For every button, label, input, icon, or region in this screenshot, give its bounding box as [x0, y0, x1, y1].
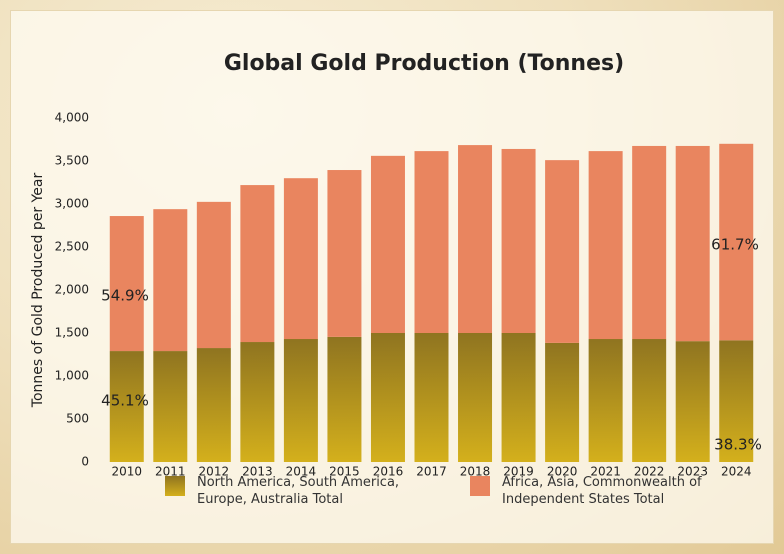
legend-label: Africa, Asia, Commonwealth of Independen… — [502, 474, 730, 508]
bar — [240, 342, 274, 462]
legend-swatch — [165, 476, 185, 496]
y-tick-label: 3,500 — [55, 154, 89, 168]
bar — [153, 209, 187, 351]
bar — [545, 160, 579, 343]
y-tick-label: 3,000 — [55, 197, 89, 211]
chart-title: Global Gold Production (Tonnes) — [224, 51, 624, 76]
page: Global Gold Production (Tonnes) Tonnes o… — [0, 0, 784, 554]
y-tick-label: 2,500 — [55, 240, 89, 254]
chart: Global Gold Production (Tonnes) Tonnes o… — [0, 0, 784, 554]
annotation: 38.3% — [714, 436, 762, 454]
bar — [458, 333, 492, 462]
legend-item: Africa, Asia, Commonwealth of Independen… — [470, 474, 730, 508]
annotation: 45.1% — [101, 392, 149, 410]
bar — [502, 333, 536, 462]
bar — [371, 333, 405, 462]
bar — [589, 151, 623, 339]
y-tick-label: 4,000 — [55, 111, 89, 125]
bar — [632, 146, 666, 339]
bar — [110, 216, 144, 351]
annotation: 61.7% — [711, 236, 759, 254]
bar — [197, 202, 231, 348]
bar — [632, 339, 666, 462]
bar — [327, 337, 361, 462]
bar — [502, 149, 536, 333]
bar — [197, 348, 231, 462]
y-tick-label: 0 — [81, 455, 89, 469]
bar — [371, 156, 405, 333]
bar — [415, 333, 449, 462]
bar — [327, 170, 361, 337]
bar — [676, 146, 710, 341]
y-tick-label: 1,500 — [55, 326, 89, 340]
legend-label: North America, South America, Europe, Au… — [197, 474, 435, 508]
legend-swatch — [470, 476, 490, 496]
x-tick-label: 2010 — [111, 465, 142, 479]
y-axis-label: Tonnes of Gold Produced per Year — [30, 173, 46, 409]
y-tick-label: 500 — [66, 412, 89, 426]
bar — [153, 351, 187, 462]
legend-item: North America, South America, Europe, Au… — [165, 474, 435, 508]
annotation: 54.9% — [101, 287, 149, 305]
bar — [589, 339, 623, 462]
bar — [545, 343, 579, 462]
y-tick-label: 1,000 — [55, 369, 89, 383]
bar — [284, 339, 318, 462]
bar — [240, 185, 274, 342]
bar — [676, 341, 710, 462]
y-tick-label: 2,000 — [55, 283, 89, 297]
bar — [415, 151, 449, 333]
bar — [284, 178, 318, 339]
bar — [458, 145, 492, 333]
